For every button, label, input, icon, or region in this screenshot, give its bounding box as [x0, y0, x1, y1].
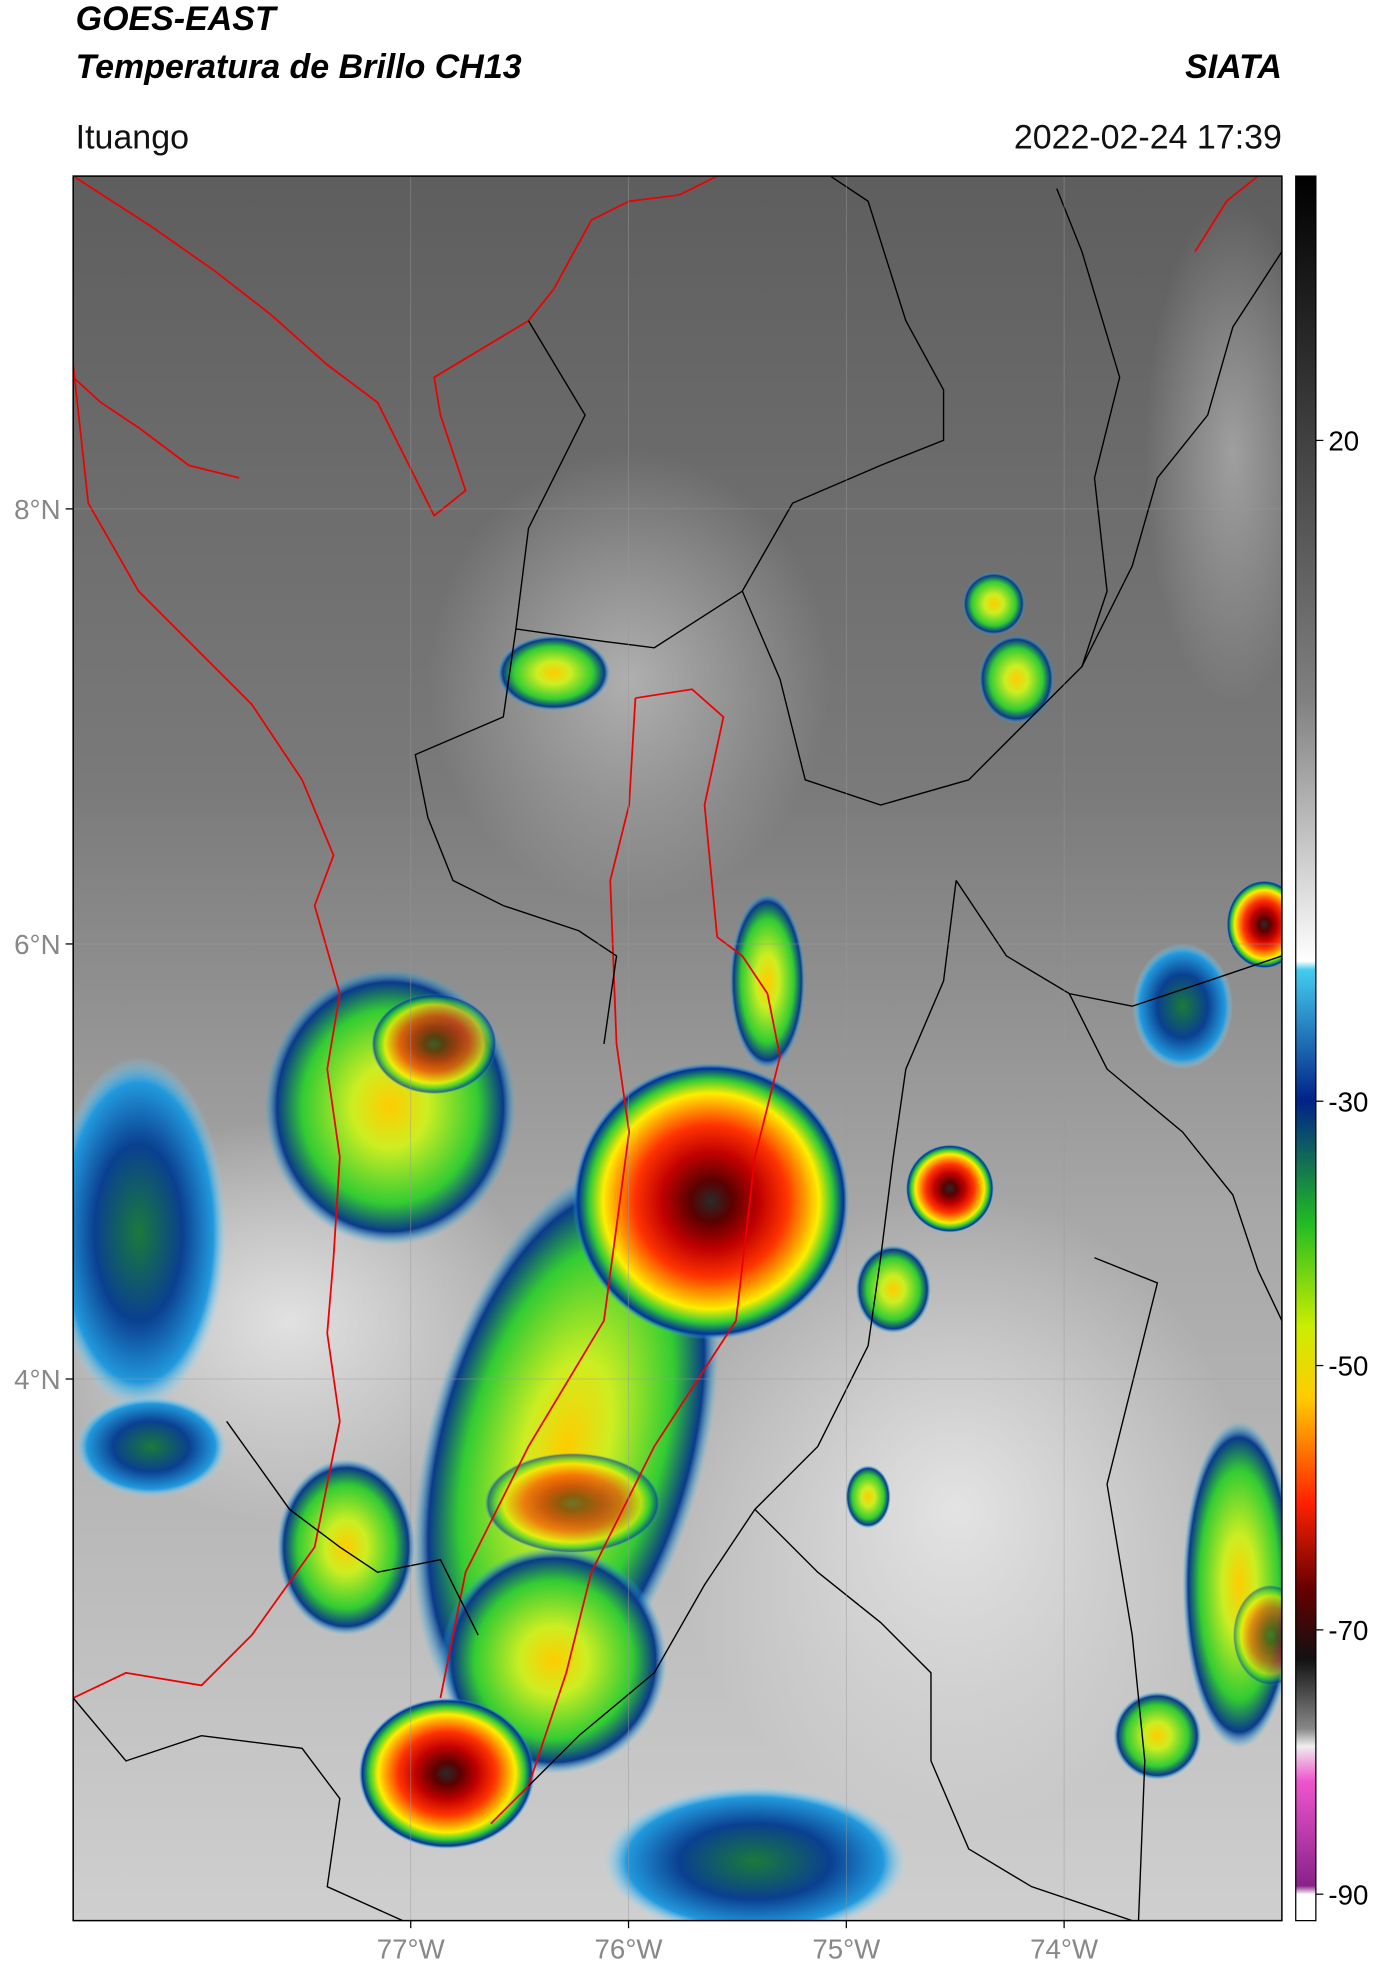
colorbar-tick-label: 20 — [1328, 425, 1359, 456]
colorbar-tick-label: -50 — [1328, 1351, 1368, 1382]
colorbar-tick-label: -70 — [1328, 1615, 1368, 1646]
x-tick-label: 75°W — [812, 1933, 881, 1964]
y-tick-label: 8°N — [14, 494, 60, 525]
title-line-1: GOES-EAST — [76, 0, 279, 38]
colorbar-ticks: 20 -30 -50 -70 -90 — [1315, 425, 1368, 1910]
y-tick-label: 6°N — [14, 929, 60, 960]
source: SIATA — [1185, 48, 1282, 86]
map-axes: 77°W 76°W 75°W 74°W 8°N 6°N 4°N — [14, 494, 1099, 1964]
map-frame — [72, 175, 1283, 1922]
coastline — [73, 176, 1259, 1825]
colorbar-tick-label: -30 — [1328, 1086, 1368, 1117]
x-tick-label: 77°W — [377, 1933, 446, 1964]
title-line-2: Temperatura de Brillo CH13 — [76, 48, 522, 86]
colorbar-tick-label: -90 — [1328, 1879, 1368, 1910]
region: Ituango — [76, 118, 189, 156]
satellite-image — [73, 176, 1282, 1921]
colorbar — [1295, 175, 1317, 1922]
admin-borders — [73, 176, 1282, 1921]
x-tick-label: 76°W — [595, 1933, 664, 1964]
graticule — [73, 176, 1282, 1921]
y-tick-label: 4°N — [14, 1364, 60, 1395]
datetime: 2022-02-24 17:39 — [1014, 118, 1282, 156]
x-tick-label: 74°W — [1030, 1933, 1099, 1964]
